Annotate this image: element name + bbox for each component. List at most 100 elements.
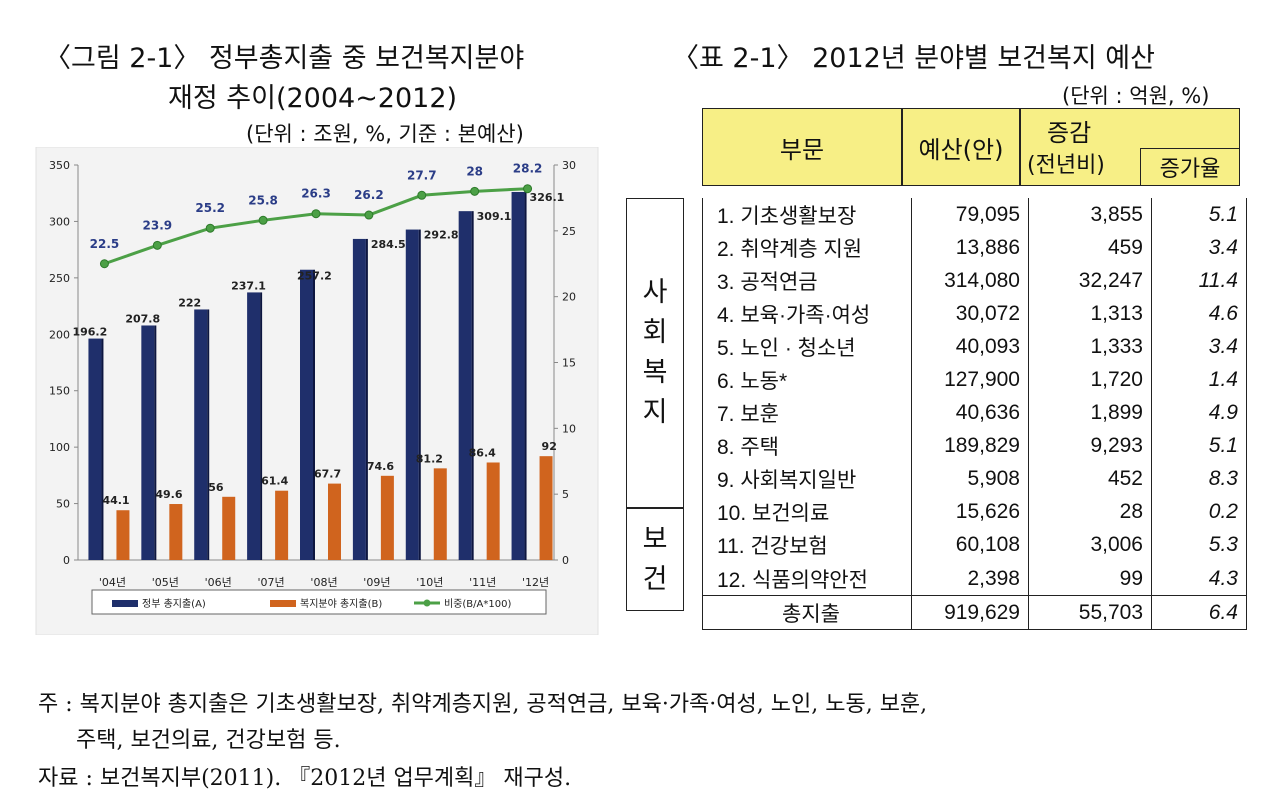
left-tick-label: 350	[49, 159, 70, 172]
row-budget: 40,636	[912, 397, 1029, 430]
header-budget: 예산(안)	[902, 108, 1020, 186]
welfare-bar	[275, 491, 288, 560]
government-bar-shade	[313, 270, 315, 560]
government-bar-label: 284.5	[371, 238, 406, 251]
row-change: 9,293	[1029, 430, 1152, 463]
government-bar-label: 326.1	[530, 191, 565, 204]
right-tick-label: 15	[562, 357, 576, 370]
row-budget: 5,908	[912, 463, 1029, 496]
row-budget: 40,093	[912, 330, 1029, 363]
welfare-bar-label: 61.4	[261, 475, 288, 488]
budget-table: 1. 기초생활보장 79,095 3,855 5.1 2. 취약계층 지원 13,886 4…	[702, 198, 1247, 630]
budget-trend-chart: 0 50 100 150 200 250 300 350 0 5 10 15 20 25 30 '04년 '05…	[34, 147, 600, 635]
ratio-label: 28	[466, 164, 483, 178]
row-budget: 60,108	[912, 529, 1029, 562]
row-rate: 4.3	[1152, 562, 1247, 596]
government-bar-shade	[154, 325, 156, 560]
row-rate: 8.3	[1152, 463, 1247, 496]
ratio-label: 22.5	[90, 237, 120, 251]
right-tick-label: 25	[562, 225, 576, 238]
right-tick-label: 30	[562, 159, 576, 172]
welfare-bar	[222, 497, 235, 560]
ratio-point	[206, 224, 214, 232]
welfare-bar	[381, 476, 394, 560]
welfare-bar-label: 44.1	[102, 494, 129, 507]
government-bar-shade	[419, 230, 421, 560]
ratio-label: 25.8	[248, 193, 278, 207]
government-bar-label: 222	[178, 296, 201, 309]
table-row: 5. 노인 · 청소년 40,093 1,333 3.4	[703, 330, 1247, 363]
section-welfare-label: 사회복지	[641, 273, 669, 433]
government-bar-label: 292.8	[424, 229, 459, 242]
legend-swatch	[270, 600, 296, 607]
ratio-label: 25.2	[195, 201, 225, 215]
table-title: 〈표 2-1〉 2012년 분야별 보건복지 예산	[672, 36, 1155, 75]
government-bar	[406, 230, 419, 560]
welfare-bar-label: 67.7	[314, 468, 341, 481]
row-name: 5. 노인 · 청소년	[703, 330, 912, 363]
legend-label: 비중(B/A*100)	[444, 598, 511, 610]
welfare-bar	[116, 510, 129, 560]
footnote-line1: 주 : 복지분야 총지출은 기초생활보장, 취약계층지원, 공적연금, 보육·가…	[38, 686, 927, 718]
table-row: 7. 보훈 40,636 1,899 4.9	[703, 397, 1247, 430]
row-change: 3,006	[1029, 529, 1152, 562]
row-name: 2. 취약계층 지원	[703, 231, 912, 264]
row-budget: 30,072	[912, 297, 1029, 330]
row-change: 28	[1029, 496, 1152, 529]
right-tick-label: 20	[562, 291, 576, 304]
ratio-point	[365, 211, 373, 219]
row-change: 1,899	[1029, 397, 1152, 430]
row-name: 4. 보육·가족·여성	[703, 297, 912, 330]
row-change: 3,855	[1029, 198, 1152, 231]
government-bar-shade	[525, 192, 527, 560]
row-budget: 127,900	[912, 363, 1029, 396]
footnote-source: 자료 : 보건복지부(2011). 『2012년 업무계획』 재구성.	[38, 760, 571, 792]
right-tick-label: 5	[562, 488, 569, 501]
left-tick-label: 50	[56, 498, 70, 511]
ratio-label: 26.3	[301, 187, 331, 201]
government-bar-label: 237.1	[231, 279, 266, 292]
row-rate: 4.6	[1152, 297, 1247, 330]
welfare-bar-label: 92	[542, 440, 557, 453]
section-health-label: 보건	[641, 520, 669, 600]
row-change: 55,703	[1029, 596, 1152, 630]
row-name: 11. 건강보험	[703, 529, 912, 562]
welfare-bar-label: 49.6	[155, 488, 182, 501]
row-change: 1,333	[1029, 330, 1152, 363]
table-row: 9. 사회복지일반 5,908 452 8.3	[703, 463, 1247, 496]
figure-title-line2: 재정 추이(2004∼2012)	[168, 76, 457, 115]
row-rate: 0.2	[1152, 496, 1247, 529]
government-bar-shade	[366, 239, 368, 560]
government-bar-label: 196.2	[72, 326, 107, 339]
x-tick-label: '05년	[152, 576, 179, 589]
welfare-bar	[487, 462, 500, 560]
header-change-sub: (전년비)	[1027, 147, 1105, 179]
government-bar-label: 257.2	[297, 270, 332, 283]
ratio-point	[259, 216, 267, 224]
legend-swatch	[112, 600, 138, 607]
row-name: 총지출	[703, 596, 912, 630]
row-rate: 6.4	[1152, 596, 1247, 630]
left-tick-label: 200	[49, 328, 70, 341]
row-rate: 11.4	[1152, 264, 1247, 297]
ratio-point	[100, 260, 108, 268]
welfare-bar-label: 74.6	[367, 460, 394, 473]
welfare-bar-label: 81.2	[416, 452, 443, 465]
x-tick-label: '04년	[99, 576, 126, 589]
government-bar	[194, 309, 207, 560]
header-rate: 증가율	[1140, 148, 1240, 186]
row-rate: 3.4	[1152, 330, 1247, 363]
legend-label: 정부 총지출(A)	[142, 598, 206, 610]
ratio-point	[471, 187, 479, 195]
ratio-label: 27.7	[407, 168, 437, 182]
government-bar-shade	[207, 309, 209, 560]
row-name: 1. 기초생활보장	[703, 198, 912, 231]
ratio-label: 23.9	[143, 218, 173, 232]
ratio-label: 28.2	[513, 162, 543, 176]
row-budget: 919,629	[912, 596, 1029, 630]
government-bar	[300, 270, 313, 560]
right-tick-label: 10	[562, 422, 576, 435]
government-bar	[459, 211, 472, 560]
row-rate: 3.4	[1152, 231, 1247, 264]
row-name: 10. 보건의료	[703, 496, 912, 529]
